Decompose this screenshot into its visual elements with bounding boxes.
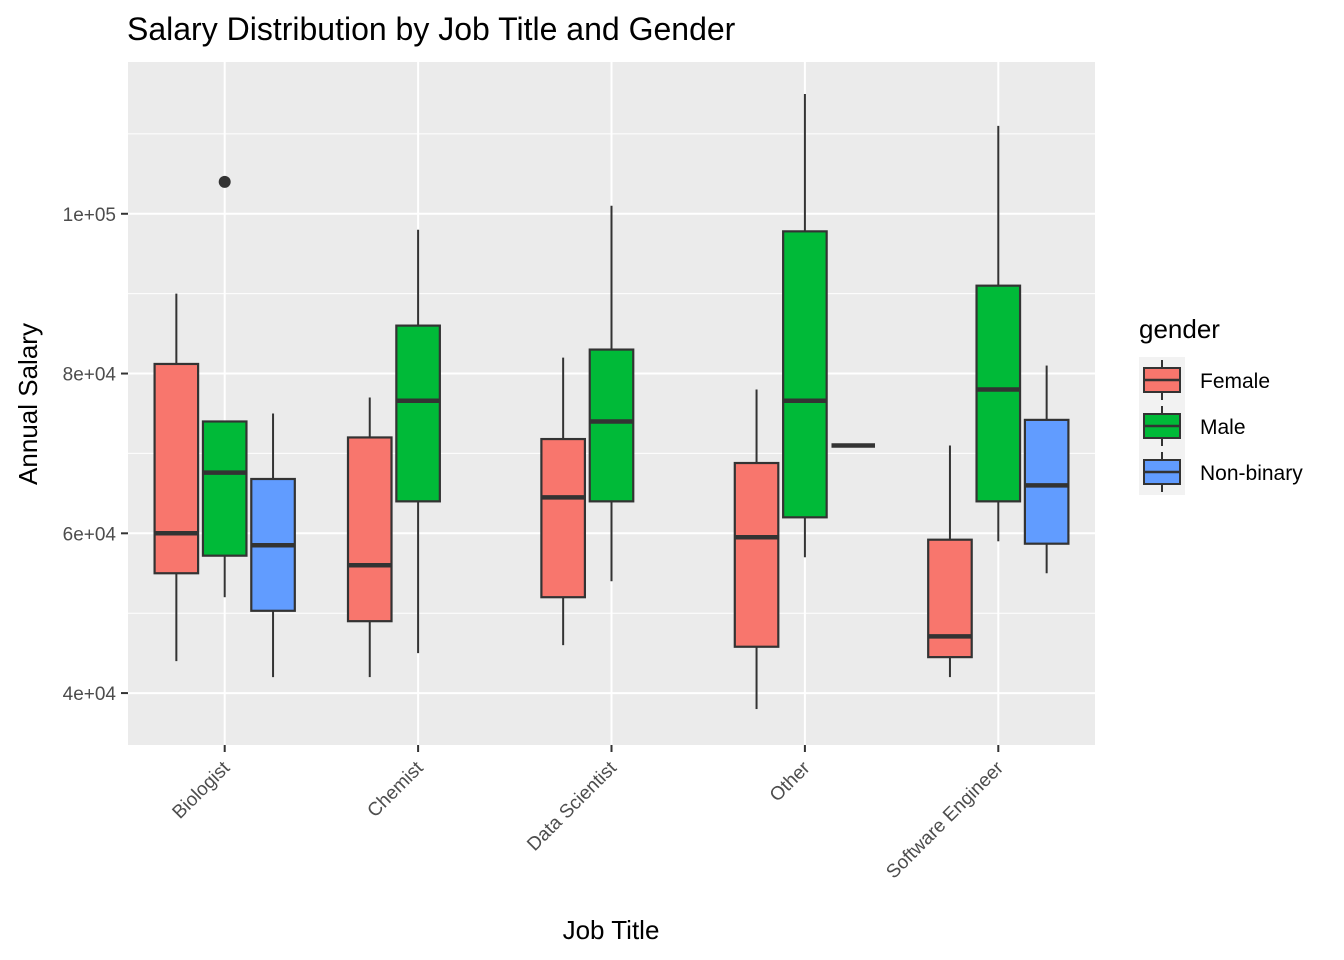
outlier-point: [218, 175, 231, 188]
x-tick-label-data-scientist: Data Scientist: [523, 757, 621, 855]
legend-item-non-binary: Non-binary: [1143, 452, 1303, 492]
box-iqr: [1023, 418, 1070, 545]
box-iqr: [346, 436, 393, 623]
box-iqr: [782, 230, 828, 519]
legend-item-male: Male: [1143, 406, 1246, 446]
box-non-binary-biologist: [250, 413, 296, 678]
legend-label-female: Female: [1200, 370, 1270, 393]
legend-label-non-binary: Non-binary: [1200, 462, 1303, 485]
box-iqr: [975, 284, 1022, 503]
box-male-chemist: [395, 229, 441, 654]
x-axis-title: Job Title: [563, 915, 660, 945]
x-tick-label-other: Other: [766, 757, 815, 806]
box-male-data-scientist: [588, 205, 635, 582]
box-female-other: [733, 389, 780, 710]
box-iqr: [395, 324, 441, 503]
box-male-other: [782, 93, 828, 558]
box-layer: [153, 93, 1070, 710]
box-female-software-engineer: [927, 445, 973, 678]
box-iqr: [153, 362, 200, 575]
y-axis-title: Annual Salary: [13, 323, 43, 485]
x-tick-label-chemist: Chemist: [364, 757, 429, 822]
legend-title: gender: [1139, 314, 1220, 344]
y-tick-label: 4e+04: [63, 684, 117, 705]
y-tick-label: 8e+04: [63, 365, 117, 386]
x-tick-label-biologist: Biologist: [169, 757, 235, 823]
y-tick-label: 6e+04: [63, 524, 117, 545]
box-female-biologist: [153, 293, 200, 662]
box-female-data-scientist: [540, 357, 587, 646]
box-non-binary-software-engineer: [1023, 365, 1070, 574]
box-iqr: [588, 348, 635, 503]
box-iqr: [733, 461, 780, 648]
y-tick-label: 1e+05: [63, 205, 116, 226]
legend-item-female: Female: [1143, 360, 1270, 400]
x-tick-label-software-engineer: Software Engineer: [882, 757, 1008, 883]
box-iqr: [201, 420, 248, 557]
chart-title: Salary Distribution by Job Title and Gen…: [127, 11, 736, 47]
box-female-chemist: [346, 397, 393, 678]
box-iqr: [927, 538, 973, 659]
legend: gender Female Male Non-binary: [1139, 314, 1303, 495]
legend-label-male: Male: [1200, 416, 1246, 439]
box-male-biologist: [201, 175, 248, 598]
box-iqr: [540, 437, 587, 599]
box-male-software-engineer: [975, 125, 1022, 542]
